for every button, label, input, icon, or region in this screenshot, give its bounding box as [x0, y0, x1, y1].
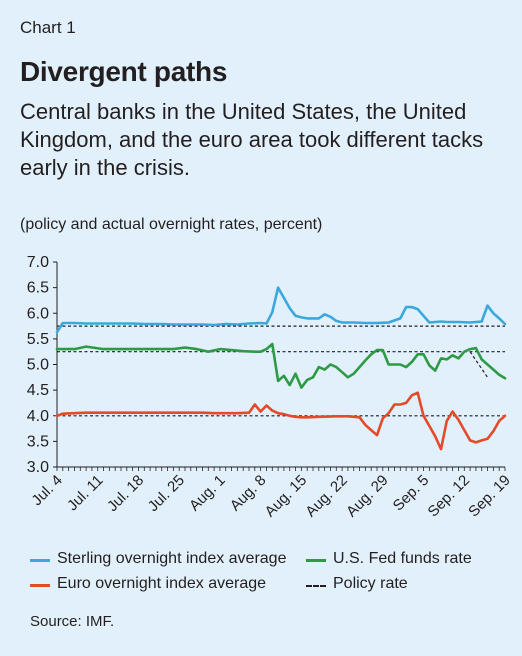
y-tick-label: 3.5 [27, 433, 49, 450]
y-tick-label: 5.5 [27, 331, 49, 348]
legend-label-policy: Policy rate [333, 575, 408, 592]
x-tick-label: Jul. 18 [104, 472, 147, 515]
x-tick-label: Jul. 25 [145, 472, 188, 515]
x-tick-label: Sep. 19 [465, 472, 514, 521]
x-tick-label: Aug. 15 [262, 472, 311, 521]
legend-label-sterling: Sterling overnight index average [57, 550, 287, 567]
legend-label-euro: Euro overnight index average [57, 575, 267, 592]
legend-swatch-policy [306, 585, 326, 587]
x-tick-label: Aug. 22 [302, 472, 351, 521]
x-tick-label: Jul. 4 [28, 472, 65, 509]
legend-swatch-euro [30, 584, 50, 587]
fed-funds-line [55, 342, 507, 389]
x-tick-label: Aug. 1 [186, 472, 229, 515]
y-tick-label: 3.0 [27, 459, 49, 476]
chart-title: Divergent paths [20, 56, 228, 87]
y-tick-label: 6.5 [27, 280, 49, 297]
euro-line [55, 391, 507, 451]
y-tick-label: 6.0 [27, 305, 49, 322]
chart-number-label: Chart 1 [20, 18, 76, 37]
chart-subtitle: Central banks in the United States, the … [20, 99, 484, 180]
sterling-line [55, 286, 507, 334]
source-note: Source: IMF. [30, 613, 115, 630]
y-tick-label: 7.0 [27, 254, 49, 271]
y-tick-label: 4.0 [27, 408, 49, 425]
legend-swatch-sterling [30, 559, 50, 562]
y-tick-label: 5.0 [27, 357, 49, 374]
units-note: (policy and actual overnight rates, perc… [20, 216, 323, 233]
x-tick-label: Aug. 29 [343, 472, 392, 521]
x-tick-label: Jul. 11 [64, 472, 106, 514]
x-tick-label: Sep. 12 [425, 472, 474, 521]
legend-swatch-fed [306, 559, 326, 562]
legend-label-fed: U.S. Fed funds rate [333, 550, 472, 567]
y-tick-label: 4.5 [27, 382, 49, 399]
